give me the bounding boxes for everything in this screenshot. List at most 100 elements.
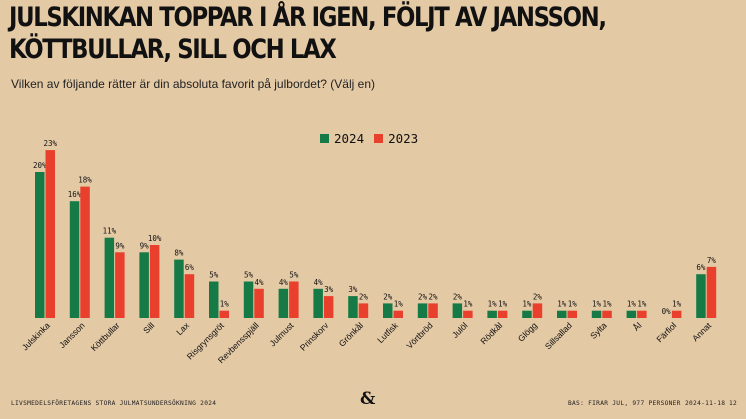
data-label-jansson-2024: 16% [68,190,82,199]
chart-legend: 2024 2023 [320,131,418,146]
legend-label-2024: 2024 [334,131,365,146]
bar-revbensspjall-2024 [243,281,254,318]
footer-page-number: 12 [729,400,738,407]
x-tick-label-gronkal: Grönkål [337,320,365,348]
data-label-lax-2023: 6% [185,263,195,272]
data-label-julskinka-2023: 23% [43,139,57,148]
bar-sill-2023 [149,245,160,318]
x-tick-label-prinskorv: Prinskorv [298,320,331,353]
bar-sill-2024 [139,252,149,318]
bar-farfiol-2023 [671,310,682,318]
bar-kottbullar-2024 [104,237,115,318]
bar-lutfisk-2023 [393,310,403,318]
bar-julmust-2024 [278,288,289,318]
bar-risgrynsgrot-2023 [219,310,229,318]
chart-subtitle: Vilken av följande rätter är din absolut… [11,77,375,91]
data-label-julol-2023: 1% [463,300,473,309]
data-label-farfiol-2023: 1% [672,300,682,309]
brand-logo: & [360,389,376,409]
bar-julskinka-2024 [35,172,45,318]
bar-gronkal-2023 [358,303,369,318]
legend-item-2024: 2024 [320,131,364,146]
legend-label-2023: 2023 [388,131,419,146]
x-tick-label-julmust: Julmust [268,320,296,348]
x-tick-label-kottbullar: Köttbullar [89,320,122,353]
data-label-vortbrod-2023: 2% [429,292,439,301]
legend-swatch-2024 [320,134,329,143]
data-label-annat-2024: 6% [696,263,706,272]
footer-date: 2024-11-18 [685,400,726,407]
data-label-revbensspjall-2023: 4% [255,278,265,287]
footer-source: LIVSMEDELSFÖRETAGENS STORA JULMATSUNDERS… [11,400,217,407]
data-label-sylta-2023: 1% [603,300,613,309]
data-label-kottbullar-2023: 9% [115,241,125,250]
bar-vortbrod-2024 [417,303,428,318]
x-tick-label-farfiol: Färfiol [654,320,678,344]
bar-al-2023 [637,310,647,318]
data-label-julol-2024: 2% [453,292,463,301]
title-line-1: JULSKINKAN TOPPAR I ÅR IGEN, FÖLJT AV JA… [9,2,607,33]
data-label-prinskorv-2024: 4% [314,278,324,287]
data-label-gronkal-2024: 3% [348,285,358,294]
bar-glogg-2023 [532,303,543,318]
data-label-sill-2024: 9% [140,241,150,250]
bar-rodkal-2024 [487,310,497,318]
bar-al-2024 [626,310,637,318]
bar-lax-2024 [174,259,184,318]
bar-lutfisk-2024 [383,303,393,318]
bar-vortbrod-2023 [428,303,438,318]
x-tick-label-al: Ål [631,320,644,333]
x-tick-label-lax: Lax [174,320,191,337]
bar-chart: 20% 23% Julskinka 16% 18% Jansson 11% 9% Köttbul… [20,139,717,365]
bar-gronkal-2024 [348,296,358,318]
data-label-julmust-2023: 5% [289,271,299,280]
data-label-annat-2023: 7% [707,256,717,265]
bar-risgrynsgrot-2024 [209,281,219,318]
bar-julskinka-2023 [45,150,55,318]
x-tick-label-julol: Julöl [450,320,470,340]
data-label-rodkal-2023: 1% [498,300,508,309]
bar-prinskorv-2024 [313,288,323,318]
data-label-julskinka-2024: 20% [33,161,47,170]
x-tick-label-sylta: Sylta [588,320,609,341]
x-tick-label-jansson: Jansson [57,320,87,350]
data-label-prinskorv-2023: 3% [324,285,334,294]
data-label-risgrynsgrot-2024: 5% [209,271,219,280]
data-label-lax-2024: 8% [174,249,184,258]
data-label-glogg-2023: 2% [533,292,543,301]
bar-julol-2023 [463,310,473,318]
bar-kottbullar-2023 [115,252,125,318]
data-label-risgrynsgrot-2023: 1% [220,300,230,309]
bar-glogg-2024 [522,310,532,318]
data-label-glogg-2024: 1% [522,300,532,309]
legend-swatch-2023 [374,134,384,143]
x-tick-label-annat: Annat [690,320,713,343]
bar-prinskorv-2023 [323,296,334,318]
bar-lax-2023 [184,274,195,318]
data-label-julmust-2024: 4% [279,278,289,287]
bar-sillsallad-2023 [567,310,577,318]
data-label-lutfisk-2023: 1% [394,300,404,309]
data-label-sylta-2024: 1% [592,300,602,309]
data-label-kottbullar-2024: 11% [103,227,117,236]
data-label-gronkal-2023: 2% [359,292,369,301]
data-label-jansson-2023: 18% [78,176,92,185]
x-tick-label-rodkal: Rödkål [478,320,504,346]
bar-annat-2023 [706,266,717,318]
bar-julmust-2023 [289,281,299,318]
data-label-farfiol-2024: 0% [662,307,672,316]
x-tick-label-vortbrod: Vörtbröd [404,320,435,351]
bar-revbensspjall-2023 [254,288,264,318]
data-label-rodkal-2024: 1% [488,300,498,309]
data-label-vortbrod-2024: 2% [418,292,428,301]
x-tick-label-julskinka: Julskinka [20,320,52,352]
bar-julol-2024 [452,303,463,318]
bar-rodkal-2023 [497,310,508,318]
data-label-sill-2023: 10% [148,234,162,243]
data-label-sillsallad-2023: 1% [568,300,578,309]
data-label-sillsallad-2024: 1% [557,300,567,309]
x-tick-label-sill: Sill [141,320,156,335]
bar-annat-2024 [696,274,706,318]
bar-jansson-2023 [80,186,90,318]
x-tick-label-sillsallad: Sillsallad [543,320,574,351]
